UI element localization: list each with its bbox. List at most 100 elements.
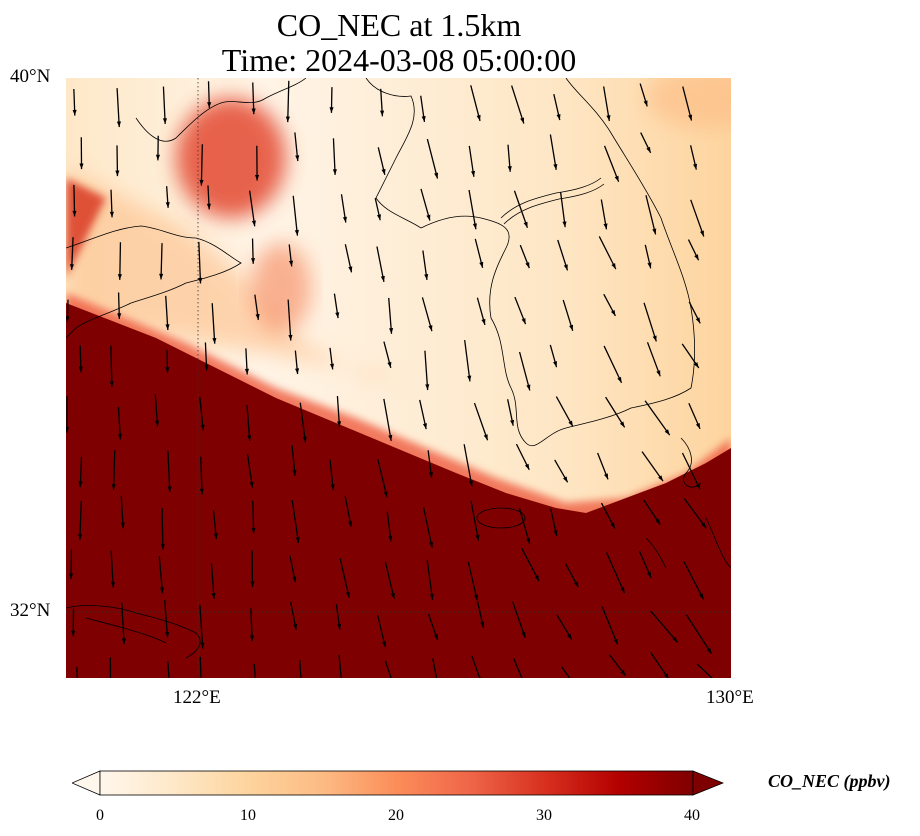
- wind-arrow-head: [302, 436, 307, 443]
- wind-arrow-head: [249, 481, 254, 488]
- field-moderate-band: [66, 168, 406, 378]
- wind-arrow-shaft: [559, 191, 566, 228]
- wind-arrow-head: [382, 641, 387, 648]
- wind-arrow-shaft: [432, 658, 438, 678]
- map-panel: [66, 78, 731, 678]
- wind-arrow-head: [335, 312, 340, 319]
- wind-arrow-shaft: [422, 507, 433, 549]
- wind-arrow-head: [479, 261, 484, 268]
- wind-arrow-head: [109, 381, 114, 388]
- coastline-korea: [420, 78, 696, 446]
- coastline-dmz-line2: [503, 183, 605, 225]
- wind-arrow-head: [610, 522, 615, 529]
- wind-arrow-head: [292, 469, 297, 476]
- wind-arrow-head: [254, 174, 260, 181]
- colorbar-tick: 30: [536, 807, 552, 824]
- wind-arrow-head: [568, 420, 573, 427]
- wind-arrow-head: [562, 221, 567, 228]
- coastline-shandong: [66, 225, 242, 339]
- wind-arrow-head: [330, 484, 335, 491]
- wind-arrow-head: [109, 211, 114, 218]
- wind-arrow-head: [69, 264, 74, 270]
- wind-arrow-head: [652, 335, 657, 342]
- wind-arrow-head: [199, 179, 204, 186]
- wind-arrow-shaft: [549, 134, 557, 170]
- wind-arrow-shaft: [681, 452, 701, 490]
- wind-arrow-shaft: [388, 297, 393, 334]
- wind-arrow-head: [521, 318, 526, 325]
- wind-arrow-shaft: [79, 500, 82, 540]
- wind-arrow-head: [610, 309, 616, 316]
- colorbar-extend-high: [692, 770, 725, 796]
- wind-arrow-head: [563, 264, 568, 271]
- wind-arrow-shaft: [119, 242, 122, 280]
- wind-arrow-shaft: [287, 80, 290, 123]
- wind-arrow-head: [428, 541, 434, 548]
- colorbar-svg: [70, 770, 725, 796]
- wind-arrow-head: [159, 587, 165, 594]
- wind-arrow-head: [289, 260, 294, 267]
- wind-arrow-shaft: [376, 246, 385, 282]
- wind-arrow-head: [620, 669, 626, 676]
- wind-arrow-shaft: [521, 547, 540, 582]
- wind-arrow-shaft: [161, 508, 164, 550]
- wind-arrow-head: [573, 581, 579, 588]
- wind-arrow-shaft: [518, 351, 531, 391]
- lat-tick-label: 40°N: [10, 66, 51, 87]
- wind-arrow-shaft: [644, 400, 671, 436]
- wind-arrow-head: [388, 535, 393, 542]
- wind-arrow-head: [159, 273, 164, 280]
- wind-arrow-head: [434, 172, 439, 179]
- wind-arrow-head: [295, 368, 300, 375]
- plot-title-line1: CO_NEC at 1.5km: [276, 7, 522, 43]
- wind-arrow-shaft: [200, 144, 203, 186]
- wind-arrow-head: [424, 274, 429, 280]
- wind-arrow-shaft: [463, 444, 473, 487]
- wind-arrow-head: [534, 575, 540, 582]
- wind-arrow-head: [603, 223, 608, 230]
- wind-arrow-shaft: [112, 450, 116, 490]
- plot-title-line2: Time: 2024-03-08 05:00:00: [221, 42, 577, 78]
- wind-arrow-head: [643, 100, 648, 107]
- wind-arrow-shaft: [383, 398, 392, 441]
- wind-arrow-head: [426, 214, 431, 221]
- wind-arrow-shaft: [605, 396, 626, 428]
- wind-arrow-head: [155, 154, 161, 161]
- wind-arrow-head: [249, 635, 255, 642]
- wind-arrow-shaft: [198, 241, 202, 284]
- wind-arrow-head: [160, 543, 165, 550]
- wind-arrow-head: [165, 324, 170, 330]
- wind-arrow-head: [510, 419, 515, 426]
- wind-arrow-shaft: [512, 601, 526, 639]
- wind-arrow-head: [288, 334, 293, 341]
- wind-arrow-head: [329, 363, 335, 370]
- wind-arrow-head: [332, 169, 337, 175]
- wind-arrow-head: [380, 275, 385, 282]
- wind-arrow-head: [165, 367, 170, 373]
- wind-arrow-head: [429, 593, 434, 600]
- coastlines: [66, 78, 731, 659]
- wind-arrow-shaft: [690, 199, 705, 237]
- wind-arrow-shaft: [160, 243, 163, 280]
- wind-arrow-shaft: [299, 660, 302, 678]
- wind-arrow-head: [204, 364, 209, 371]
- field-high-patch: [176, 98, 286, 218]
- wind-arrow-head: [422, 423, 427, 430]
- wind-arrow-head: [695, 483, 701, 490]
- wind-arrow-shaft: [211, 303, 216, 344]
- field-west-edge: [66, 178, 106, 278]
- wind-arrow-head: [664, 429, 670, 436]
- wind-arrow-shaft: [253, 663, 256, 678]
- wind-arrow-head: [162, 118, 167, 124]
- wind-arrow-head: [381, 168, 386, 175]
- wind-arrow-head: [383, 491, 388, 498]
- wind-arrow-shaft: [291, 499, 300, 544]
- wind-arrow-head: [620, 586, 625, 593]
- wind-arrow-head: [526, 384, 531, 391]
- wind-arrow-head: [706, 648, 712, 654]
- wind-arrow-shaft: [210, 563, 215, 599]
- wind-arrow-head: [611, 263, 616, 270]
- wind-arrow-head: [78, 481, 83, 488]
- wind-arrow-head: [421, 116, 426, 122]
- wind-arrow-shaft: [603, 145, 620, 182]
